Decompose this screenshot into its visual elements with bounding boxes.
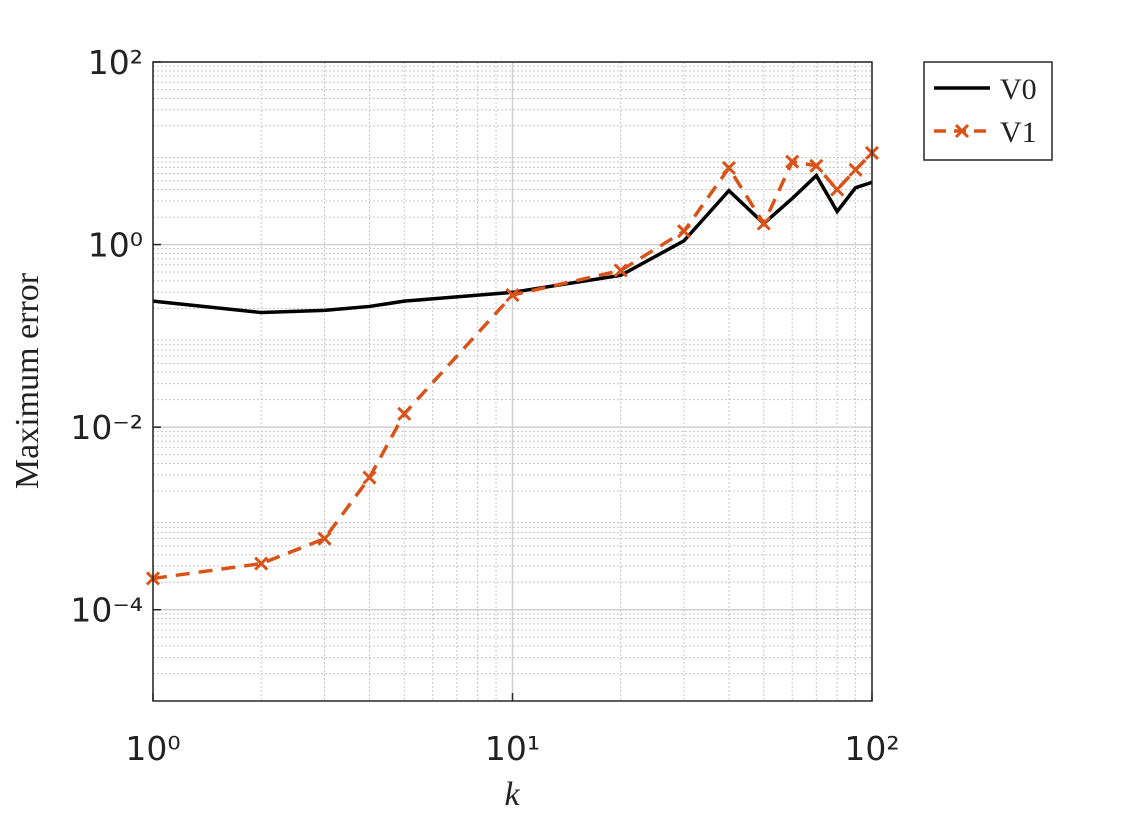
marker	[721, 160, 737, 176]
series-line	[152, 172, 873, 315]
x-axis-label: k	[504, 776, 520, 813]
marker	[830, 182, 845, 197]
marker	[785, 154, 800, 169]
legend-label: V1	[1000, 116, 1037, 149]
marker	[254, 556, 269, 571]
y-tick-label: 10⁰	[88, 226, 143, 265]
legend-label: V0	[1000, 73, 1037, 106]
marker	[676, 224, 692, 239]
y-tick-label: 10⁻²	[70, 408, 143, 447]
x-tick-label: 10²	[844, 729, 899, 768]
x-tick-label: 10⁰	[125, 729, 180, 768]
marker	[613, 263, 628, 278]
y-tick-label: 10²	[88, 43, 143, 82]
plot-lines	[145, 145, 880, 586]
x-tick-label: 10¹	[485, 729, 540, 768]
marker	[397, 406, 412, 421]
marker	[756, 216, 771, 231]
marker	[505, 287, 520, 303]
y-axis-label: Maximum error	[9, 272, 46, 489]
grid	[152, 61, 873, 701]
y-tick-label: 10⁻⁴	[70, 591, 143, 630]
marker	[848, 162, 863, 177]
plot-frame	[152, 61, 873, 702]
marker	[362, 470, 377, 485]
marker	[317, 531, 332, 546]
marker	[809, 158, 824, 173]
marker	[954, 123, 970, 139]
legend-box	[923, 61, 1053, 161]
